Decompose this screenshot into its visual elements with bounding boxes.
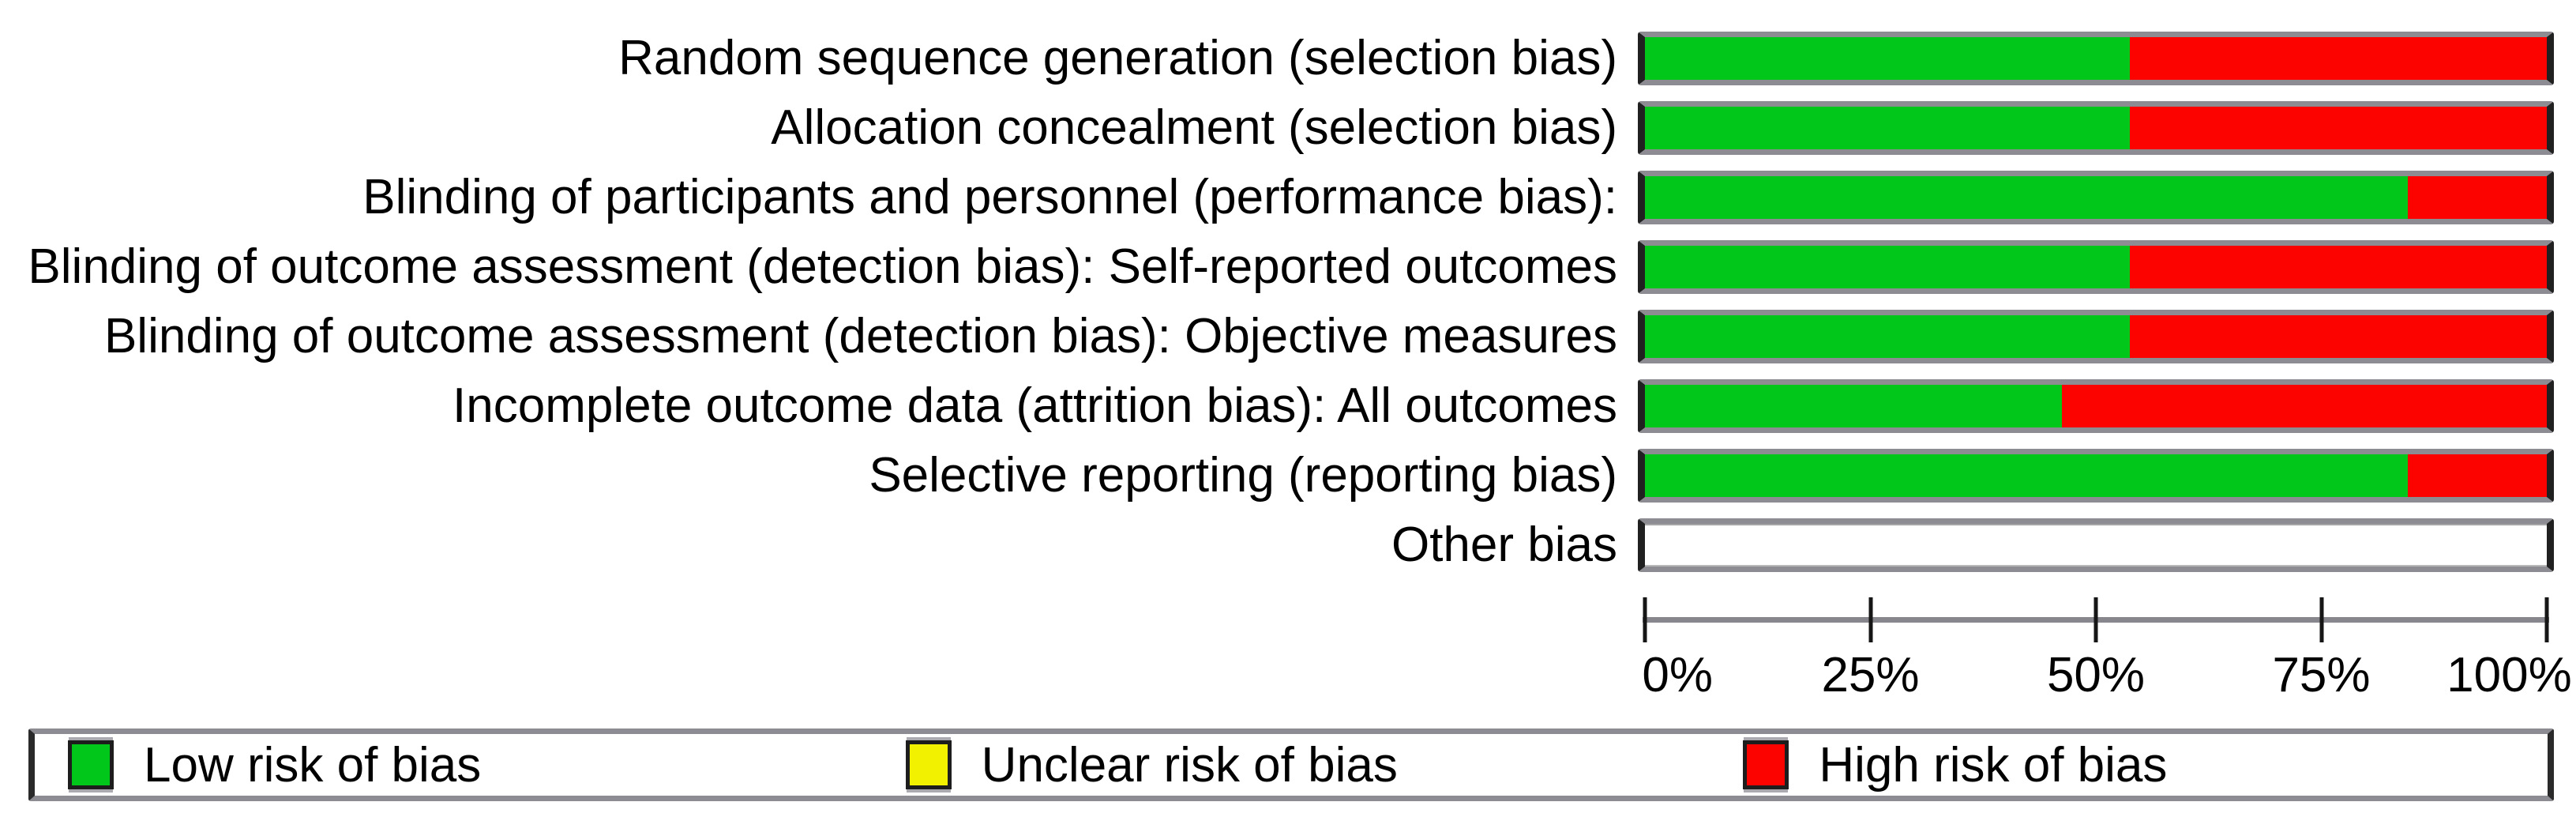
stacked-bar-frame <box>1638 310 2554 363</box>
domain-label: Allocation concealment (selection bias) <box>771 100 1617 156</box>
bias-domain-row: Other bias <box>0 510 2576 580</box>
bias-domain-row: Allocation concealment (selection bias) <box>0 93 2576 163</box>
stacked-bar <box>1645 176 2547 219</box>
low-risk-of-bias-segment <box>1645 246 2131 288</box>
stacked-bar-frame <box>1638 32 2554 85</box>
domain-label: Random sequence generation (selection bi… <box>618 31 1617 86</box>
stacked-bar <box>1645 246 2547 288</box>
low-risk-swatch <box>68 740 114 789</box>
bias-domain-row: Random sequence generation (selection bi… <box>0 24 2576 93</box>
legend-item-unclear-risk: Unclear risk of bias <box>873 737 1710 793</box>
stacked-bar <box>1645 385 2547 427</box>
stacked-bar-frame <box>1638 379 2554 433</box>
high-risk-of-bias-segment <box>2130 107 2547 149</box>
low-risk-of-bias-segment <box>1645 37 2131 80</box>
high-risk-of-bias-segment <box>2408 454 2547 497</box>
x-axis-tick-label: 25% <box>1821 648 1920 702</box>
bias-domain-row: Blinding of outcome assessment (detectio… <box>0 232 2576 302</box>
stacked-bar-frame <box>1638 240 2554 294</box>
domain-label: Selective reporting (reporting bias) <box>869 448 1617 503</box>
stacked-bar <box>1645 107 2547 149</box>
bias-domain-rows: Random sequence generation (selection bi… <box>0 24 2576 580</box>
stacked-bar-frame <box>1638 518 2554 572</box>
stacked-bar-frame <box>1638 101 2554 155</box>
high-risk-of-bias-segment <box>2130 246 2547 288</box>
bias-domain-row: Selective reporting (reporting bias) <box>0 441 2576 510</box>
legend: Low risk of bias Unclear risk of bias Hi… <box>28 728 2554 801</box>
high-risk-of-bias-segment <box>2130 315 2547 358</box>
x-axis-tick <box>2093 597 2098 642</box>
low-risk-of-bias-segment <box>1645 385 2062 427</box>
legend-item-label: High risk of bias <box>1819 737 2168 792</box>
x-axis-tick-label: 100% <box>2446 648 2572 702</box>
x-axis-tick <box>2544 597 2549 642</box>
unclear-risk-swatch <box>905 740 952 789</box>
x-axis-tick-label: 75% <box>2272 648 2371 702</box>
x-axis-tick <box>1868 597 1872 642</box>
domain-label: Blinding of outcome assessment (detectio… <box>103 309 1617 364</box>
x-axis: 0% 25% 50% 75% 100% <box>1642 597 2572 716</box>
domain-label: Blinding of participants and personnel (… <box>362 170 1617 225</box>
legend-item-label: Unclear risk of bias <box>981 737 1398 792</box>
legend-item-high-risk: High risk of bias <box>1710 737 2548 793</box>
stacked-bar <box>1645 37 2547 80</box>
low-risk-of-bias-segment <box>1645 176 2409 219</box>
high-risk-of-bias-segment <box>2408 176 2547 219</box>
legend-item-low-risk: Low risk of bias <box>35 737 873 793</box>
x-axis-tick <box>1643 597 1647 642</box>
stacked-bar-frame <box>1638 171 2554 224</box>
high-risk-of-bias-segment <box>2130 37 2547 80</box>
empty-bar <box>1645 524 2547 567</box>
bias-domain-row: Blinding of outcome assessment (detectio… <box>0 302 2576 371</box>
domain-label: Other bias <box>1391 518 1617 573</box>
high-risk-of-bias-segment <box>2061 385 2547 427</box>
domain-label: Blinding of outcome assessment (detectio… <box>28 239 1617 295</box>
low-risk-of-bias-segment <box>1645 107 2131 149</box>
x-axis-tick-label: 0% <box>1642 648 1714 702</box>
stacked-bar <box>1645 315 2547 358</box>
x-axis-tick <box>2319 597 2323 642</box>
high-risk-swatch <box>1743 740 1789 789</box>
low-risk-of-bias-segment <box>1645 454 2409 497</box>
bias-domain-row: Incomplete outcome data (attrition bias)… <box>0 371 2576 441</box>
bias-domain-row: Blinding of participants and personnel (… <box>0 163 2576 232</box>
stacked-bar <box>1645 454 2547 497</box>
legend-item-label: Low risk of bias <box>144 737 482 792</box>
x-axis-tick-label: 50% <box>2046 648 2146 702</box>
stacked-bar-frame <box>1638 449 2554 503</box>
low-risk-of-bias-segment <box>1645 315 2131 358</box>
domain-label: Incomplete outcome data (attrition bias)… <box>452 378 1617 434</box>
